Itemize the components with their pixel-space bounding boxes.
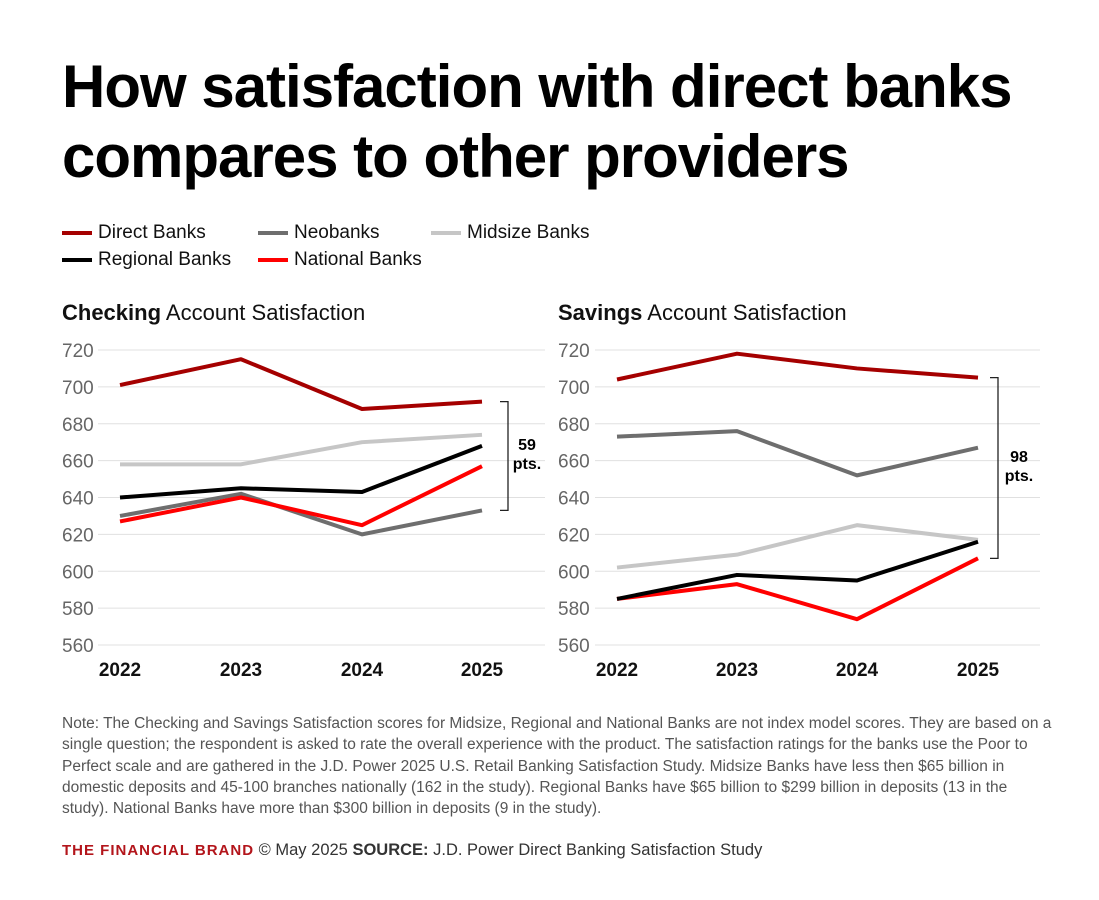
gap-label-value: 59 bbox=[518, 437, 536, 454]
legend-label: Regional Banks bbox=[98, 249, 232, 270]
y-tick-label: 680 bbox=[62, 415, 94, 436]
y-tick-label: 580 bbox=[558, 599, 590, 620]
x-tick-label: 2025 bbox=[461, 660, 504, 681]
legend-item-national-banks: National Banks bbox=[258, 249, 422, 271]
legend-label: Midsize Banks bbox=[467, 222, 590, 243]
y-tick-label: 700 bbox=[558, 378, 590, 399]
title-rest: Account Satisfaction bbox=[161, 300, 366, 325]
footnote: Note: The Checking and Savings Satisfact… bbox=[62, 715, 1052, 818]
x-tick-label: 2025 bbox=[957, 660, 1000, 681]
legend-label: National Banks bbox=[294, 249, 422, 270]
y-tick-label: 720 bbox=[62, 341, 94, 362]
legend-label: Neobanks bbox=[294, 222, 380, 243]
y-tick-label: 600 bbox=[62, 562, 94, 583]
series-line-midsize-banks bbox=[616, 523, 979, 570]
y-tick-label: 580 bbox=[62, 599, 94, 620]
x-tick-label: 2023 bbox=[716, 660, 758, 681]
series-line-direct-banks bbox=[616, 351, 979, 382]
title-bold: Savings bbox=[558, 300, 643, 325]
x-tick-label: 2022 bbox=[99, 660, 141, 681]
legend-swatch bbox=[62, 231, 92, 235]
y-tick-label: 700 bbox=[62, 378, 94, 399]
footer: THE FINANCIAL BRAND © May 2025 SOURCE: J… bbox=[62, 841, 762, 860]
series-line-neobanks bbox=[616, 429, 979, 478]
y-tick-label: 620 bbox=[62, 525, 94, 546]
x-tick-label: 2023 bbox=[220, 660, 262, 681]
x-tick-label: 2024 bbox=[341, 660, 384, 681]
series-line-direct-banks bbox=[119, 357, 483, 411]
savings-chart: 720 700 680 660 640 620 600 580 560 2022 2023 2024 2… bbox=[558, 341, 1040, 681]
legend-swatch bbox=[431, 231, 461, 235]
gap-label-unit: pts. bbox=[513, 456, 541, 473]
savings-chart-title: Savings Account Satisfaction bbox=[558, 300, 847, 326]
x-tick-label: 2022 bbox=[596, 660, 638, 681]
gap-label-value: 98 bbox=[1010, 449, 1028, 466]
y-tick-label: 560 bbox=[558, 636, 590, 657]
y-tick-label: 620 bbox=[558, 525, 590, 546]
title-rest: Account Satisfaction bbox=[642, 300, 847, 325]
y-tick-label: 720 bbox=[558, 341, 590, 362]
series-line-regional-banks bbox=[616, 539, 979, 601]
source-label: SOURCE: bbox=[352, 841, 429, 859]
legend-item-neobanks: Neobanks bbox=[258, 222, 380, 244]
y-tick-label: 640 bbox=[558, 489, 590, 510]
legend-item-direct-banks: Direct Banks bbox=[62, 222, 206, 244]
series-line-regional-banks bbox=[119, 444, 483, 500]
title-bold: Checking bbox=[62, 300, 162, 325]
legend-swatch bbox=[258, 231, 288, 235]
series-line-midsize-banks bbox=[120, 432, 483, 467]
series-line-neobanks bbox=[119, 491, 483, 537]
checking-chart-title: Checking Account Satisfaction bbox=[62, 300, 365, 326]
y-tick-label: 600 bbox=[558, 562, 590, 583]
legend-swatch bbox=[62, 258, 92, 262]
legend-item-regional-banks: Regional Banks bbox=[62, 249, 231, 271]
y-tick-label: 640 bbox=[62, 489, 94, 510]
series-line-national-banks bbox=[616, 556, 979, 622]
gap-bracket bbox=[500, 400, 509, 512]
source: J.D. Power Direct Banking Satisfaction S… bbox=[428, 841, 763, 859]
series-line-national-banks bbox=[119, 464, 483, 528]
brand-logo: THE FINANCIAL BRAND bbox=[62, 842, 255, 859]
gap-bracket bbox=[990, 377, 999, 559]
legend-label: Direct Banks bbox=[98, 222, 206, 243]
y-tick-label: 660 bbox=[62, 452, 94, 473]
legend-item-midsize-banks: Midsize Banks bbox=[431, 222, 590, 244]
page-title: How satisfaction with direct banks compa… bbox=[62, 53, 1013, 190]
x-tick-label: 2024 bbox=[836, 660, 879, 681]
date: © May 2025 bbox=[254, 841, 353, 859]
gap-label-unit: pts. bbox=[1005, 468, 1033, 485]
y-tick-label: 560 bbox=[62, 636, 94, 657]
y-tick-label: 660 bbox=[558, 452, 590, 473]
legend-swatch bbox=[258, 258, 288, 262]
y-tick-label: 680 bbox=[558, 415, 590, 436]
